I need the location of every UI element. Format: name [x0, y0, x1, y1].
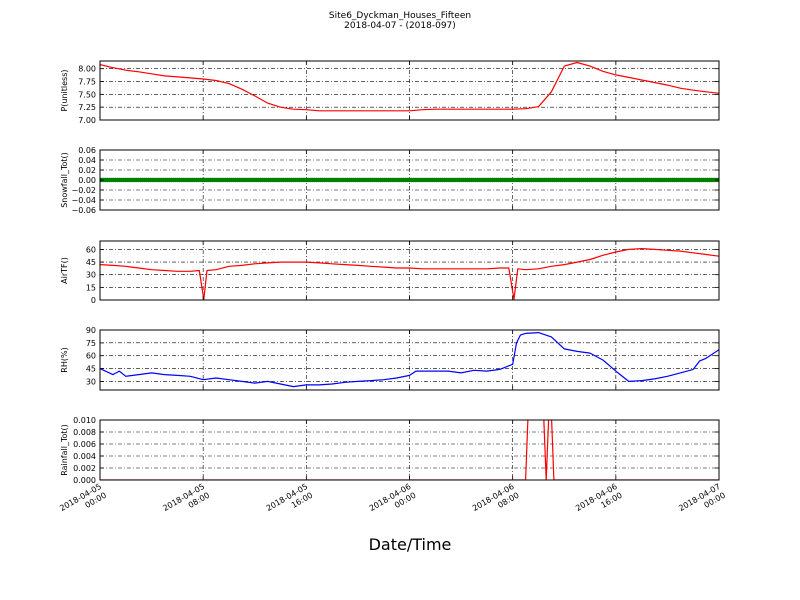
- y-tick-label: 0.002: [73, 464, 96, 473]
- y-tick-label: 30: [86, 271, 96, 280]
- y-tick-label: 30: [86, 377, 96, 386]
- y-tick-label: 7.50: [78, 90, 96, 99]
- y-tick-label: 0.006: [73, 440, 96, 449]
- y-tick-label: 45: [86, 365, 96, 374]
- x-tick-label: 2018-04-0608:00: [471, 482, 521, 522]
- y-tick-label: 7.25: [78, 103, 96, 112]
- figure-subtitle: 2018-04-07 - (2018-097): [344, 21, 456, 31]
- y-tick-label: 75: [86, 339, 96, 348]
- x-tick-label: 2018-04-0600:00: [368, 482, 418, 522]
- y-tick-label: 7.00: [78, 116, 96, 125]
- x-tick-label: 2018-04-0508:00: [161, 482, 211, 522]
- x-tick-label: 2018-04-0516:00: [265, 482, 315, 522]
- y-tick-label: 7.75: [78, 78, 96, 87]
- y-tick-label: 45: [86, 258, 96, 267]
- series-line: [100, 61, 719, 112]
- y-ticks: [99, 419, 720, 481]
- y-axis-label: Snowfall_Tot(): [60, 152, 69, 208]
- y-tick-label: 0.004: [73, 452, 96, 461]
- y-tick-label: 90: [86, 326, 96, 335]
- y-tick-label: 60: [86, 245, 96, 254]
- y-axis-label: P(unitless): [60, 69, 69, 111]
- y-tick-label: 0.010: [73, 416, 96, 425]
- x-tick-label: 2018-04-0700:00: [677, 482, 727, 522]
- y-tick-label: −0.06: [71, 206, 96, 215]
- y-tick-label: 0.000: [73, 476, 96, 485]
- y-tick-label: 0.008: [73, 428, 96, 437]
- figure-title: Site6_Dyckman_Houses_Fifteen: [328, 11, 472, 21]
- data-points: [100, 177, 719, 183]
- series-line: [100, 248, 719, 300]
- y-tick-label: 0: [91, 296, 96, 305]
- gridlines: [100, 330, 719, 390]
- panel-1: 7.00 7.25 7.50 7.75 8.00 P(unitless): [60, 60, 720, 125]
- y-ticks: [99, 241, 720, 301]
- y-ticks: [99, 149, 720, 211]
- y-axis-label: RH(%): [60, 347, 69, 372]
- y-ticks: [99, 329, 720, 390]
- panel-3: 0 15 30 45 60 AirTF(): [60, 240, 720, 305]
- y-tick-label: 0.00: [78, 176, 96, 185]
- y-tick-label: −0.02: [71, 186, 96, 195]
- y-tick-label: 15: [86, 283, 96, 292]
- series-line: [100, 420, 719, 480]
- x-tick-label: 2018-04-0616:00: [574, 482, 624, 522]
- x-tick-label: 2018-04-0500:00: [58, 482, 108, 522]
- y-tick-label: 0.02: [78, 166, 96, 175]
- y-ticks: [99, 61, 720, 121]
- y-tick-label: 0.06: [78, 146, 96, 155]
- y-tick-label: 8.00: [78, 65, 96, 74]
- gridlines: [100, 61, 719, 120]
- y-tick-label: 0.04: [78, 156, 96, 165]
- panel-4: 30 45 60 75 90 RH(%): [60, 326, 720, 391]
- gridlines: [100, 420, 719, 480]
- x-axis-label: Date/Time: [369, 535, 452, 554]
- y-axis-label: Rainfall_Tot(): [60, 424, 69, 476]
- panel-5: 0.000 0.002 0.004 0.006 0.008 0.010 Rainfall_T…: [60, 416, 720, 485]
- y-axis-label: AirTF(): [60, 257, 69, 284]
- y-tick-label: 60: [86, 352, 96, 361]
- y-tick-label: −0.04: [71, 196, 96, 205]
- panel-2: −0.06−0.04−0.020.000.020.040.06 Snowfall_…: [60, 146, 720, 215]
- series-line: [100, 332, 719, 388]
- gridlines: [100, 241, 719, 300]
